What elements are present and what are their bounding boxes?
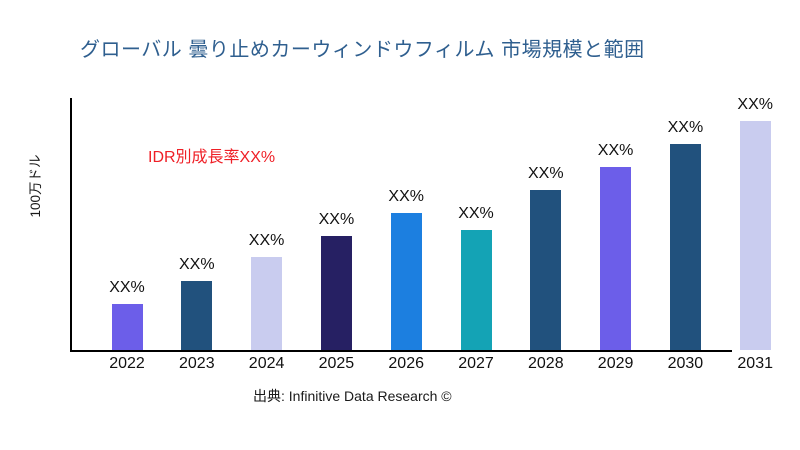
bar-value-label-2027: XX% <box>458 204 494 222</box>
bar-2030 <box>669 143 701 350</box>
bar-2022 <box>111 304 143 350</box>
bar-2027 <box>460 229 492 350</box>
bar-2026 <box>390 212 422 350</box>
x-tick-label-2030: 2030 <box>667 355 704 372</box>
x-tick-label-2027: 2027 <box>458 355 494 372</box>
chart-title: グローバル 曇り止めカーウィンドウフィルム 市場規模と範囲 <box>80 39 645 61</box>
bar-2031 <box>739 121 771 350</box>
bar-value-label-2030: XX% <box>667 118 704 136</box>
bar-value-label-2023: XX% <box>179 256 215 274</box>
bar-value-label-2026: XX% <box>388 187 424 205</box>
bar-value-label-2025: XX% <box>318 210 355 228</box>
y-axis-line <box>70 98 72 351</box>
bar-2028 <box>530 189 562 350</box>
x-tick-label-2023: 2023 <box>179 355 215 372</box>
bar-value-label-2028: XX% <box>528 164 564 182</box>
x-tick-label-2022: 2022 <box>109 355 145 372</box>
bar-value-label-2029: XX% <box>597 141 634 159</box>
x-tick-label-2025: 2025 <box>318 355 355 372</box>
bar-2023 <box>181 281 213 350</box>
y-axis-label: 100万ドル <box>28 154 43 218</box>
growth-annotation: IDR別成長率XX% <box>148 149 276 166</box>
x-tick-label-2029: 2029 <box>597 355 634 372</box>
bar-value-label-2024: XX% <box>248 232 285 250</box>
x-tick-label-2026: 2026 <box>388 355 424 372</box>
x-tick-label-2028: 2028 <box>528 355 564 372</box>
source-credit: 出典: Infinitive Data Research © <box>253 388 452 404</box>
bar-2029 <box>600 166 632 350</box>
bar-value-label-2031: XX% <box>737 96 773 113</box>
bar-value-label-2022: XX% <box>109 279 145 297</box>
bar-2025 <box>320 235 352 350</box>
x-tick-label-2031: 2031 <box>737 355 773 372</box>
bar-2024 <box>251 257 283 350</box>
x-axis-line <box>70 350 732 352</box>
x-tick-label-2024: 2024 <box>248 355 285 372</box>
